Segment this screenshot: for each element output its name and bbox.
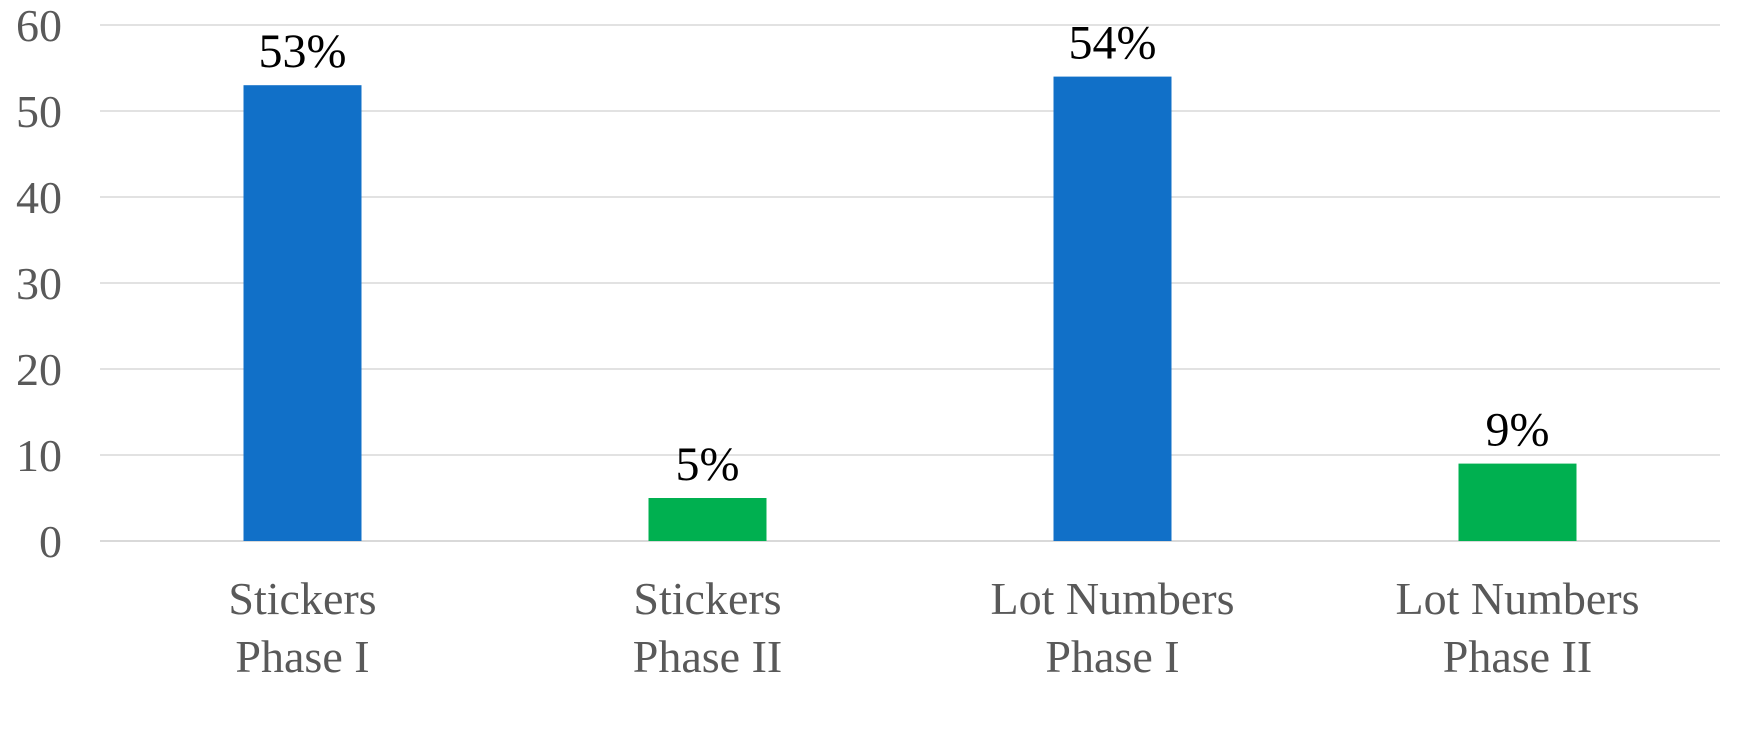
x-category-label-line: Phase II <box>633 631 782 682</box>
x-category-label: Stickers Phase II <box>633 573 782 682</box>
gridlines <box>100 24 1720 542</box>
data-label: 54% <box>1069 17 1157 70</box>
y-tick-label: 0 <box>39 516 62 567</box>
y-tick-label: 30 <box>16 258 62 309</box>
x-category-label-line: Lot Numbers <box>990 573 1234 624</box>
bar <box>648 498 767 541</box>
bars <box>243 76 1577 541</box>
y-tick-label: 20 <box>16 344 62 395</box>
x-category-label-line: Lot Numbers <box>1395 573 1639 624</box>
x-category-label-line: Phase I <box>235 631 369 682</box>
x-category-label-line: Phase I <box>1045 631 1179 682</box>
x-category-label: Stickers Phase I <box>228 573 376 682</box>
y-tick-label: 10 <box>16 430 62 481</box>
data-labels: 53% 5% 54% 9% <box>259 17 1550 491</box>
bar <box>1053 76 1172 541</box>
data-label: 5% <box>676 438 740 491</box>
y-axis-tick-labels: 0 10 20 30 40 50 60 <box>16 0 62 567</box>
data-label: 53% <box>259 25 347 78</box>
y-tick-label: 50 <box>16 86 62 137</box>
x-category-label-line: Phase II <box>1443 631 1592 682</box>
data-label: 9% <box>1486 404 1550 457</box>
bar <box>243 85 362 541</box>
x-category-label: Lot Numbers Phase II <box>1395 573 1639 682</box>
y-tick-label: 60 <box>16 0 62 51</box>
x-category-label-line: Stickers <box>228 573 376 624</box>
y-tick-label: 40 <box>16 172 62 223</box>
x-category-label: Lot Numbers Phase I <box>990 573 1234 682</box>
x-category-label-line: Stickers <box>633 573 781 624</box>
bar <box>1458 463 1577 541</box>
